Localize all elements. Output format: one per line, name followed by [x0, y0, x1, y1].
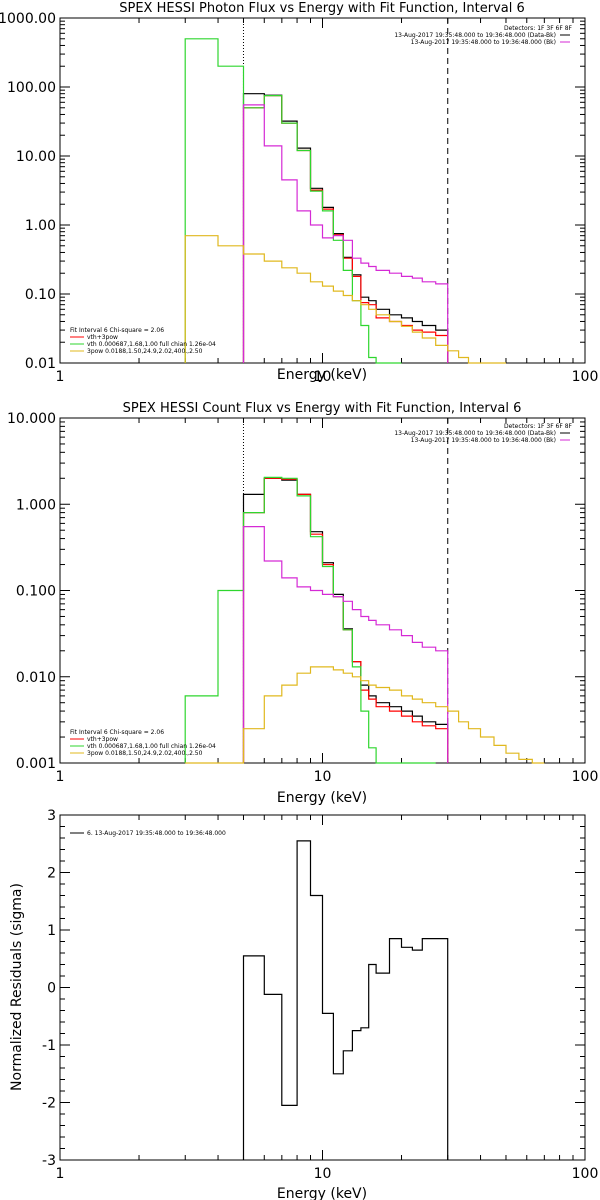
data-interval-text: 13-Aug-2017 19:35:48.000 to 19:36:48.000… [394, 32, 556, 39]
series-green-line [184, 38, 402, 364]
detectors-text: Detectors: 1F 3F 6F 8F [504, 423, 573, 430]
ref-lines [242, 418, 449, 763]
y-tick-label: 1 [47, 923, 56, 939]
x-tick-label: 1 [56, 369, 65, 385]
residual-legend-label: 6. 13-Aug-2017 19:35:48.000 to 19:36:48.… [87, 830, 226, 837]
x-ticks: 1 10 100 [56, 815, 599, 1182]
y-tick-label: 1000.00 [0, 11, 56, 27]
fit-legend: Fit Interval 6 Chi-square = 2.06 vth+3po… [70, 327, 216, 355]
x-tick-label: 10 [314, 1166, 332, 1182]
series-black-line [242, 93, 449, 363]
x-ticks: 1 10 100 [56, 18, 599, 385]
x-tick-label: 100 [572, 1166, 599, 1182]
x-tick-label: 100 [572, 369, 599, 385]
series-black-line [242, 477, 449, 763]
residual-legend: 6. 13-Aug-2017 19:35:48.000 to 19:36:48.… [70, 830, 226, 837]
series-green-line [184, 476, 436, 764]
x-axis-label: Energy (keV) [277, 790, 367, 806]
y-tick-label: 0.001 [16, 756, 56, 772]
y-tick-label: 0.10 [25, 287, 56, 303]
data-interval-text: 13-Aug-2017 19:35:48.000 to 19:36:48.000… [394, 430, 556, 437]
series-red-line [242, 477, 449, 763]
x-tick-label: 1 [56, 769, 65, 785]
y-tick-label: -1 [42, 1038, 56, 1054]
detector-info: Detectors: 1F 3F 6F 8F 13-Aug-2017 19:35… [394, 423, 572, 444]
y-tick-label: 100.00 [7, 80, 56, 96]
x-tick-label: 100 [572, 769, 599, 785]
detector-info: Detectors: 1F 3F 6F 8F 13-Aug-2017 19:35… [394, 25, 572, 46]
fit-legend: Fit Interval 6 Chi-square = 2.06 vth+3po… [70, 729, 216, 757]
y-ticks: 0.01 0.10 1.00 10.00 100.00 1000.00 [0, 11, 585, 372]
y-axis-label: Normalized Residuals (sigma) [9, 883, 25, 1091]
count-flux-panel: SPEX HESSI Count Flux vs Energy with Fit… [7, 401, 598, 806]
y-tick-label: 3 [47, 808, 56, 824]
chart-title: SPEX HESSI Photon Flux vs Energy with Fi… [119, 1, 525, 16]
series-gold-line [185, 666, 545, 764]
series-red-line [242, 95, 449, 363]
y-tick-label: 1.00 [25, 218, 56, 234]
y-tick-label: 0.010 [16, 670, 56, 686]
fit-legend-header: Fit Interval 6 Chi-square = 2.06 [70, 729, 164, 736]
bk-interval-text: 13-Aug-2017 19:35:48.000 to 19:36:48.000… [411, 39, 556, 46]
series-black-line [242, 840, 449, 1160]
series-lines [184, 476, 545, 764]
fit-item-label: vth+3pow [87, 334, 118, 341]
fit-item-label: 3pow 0.0188,1.50,24.9,2.02,400.,2.50 [87, 750, 203, 757]
y-tick-label: 10.00 [16, 149, 56, 165]
fit-legend-header: Fit Interval 6 Chi-square = 2.06 [70, 327, 164, 334]
y-tick-label: 0.01 [25, 356, 56, 372]
y-ticks: -3 -2 -1 0 1 2 3 [42, 808, 585, 1169]
bk-interval-text: 13-Aug-2017 19:35:48.000 to 19:36:48.000… [411, 437, 556, 444]
x-tick-label: 10 [314, 769, 332, 785]
y-tick-label: 1.000 [16, 497, 56, 513]
series-lines [184, 38, 506, 364]
detectors-text: Detectors: 1F 3F 6F 8F [504, 25, 573, 32]
fit-item-label: vth 0.000687,1.68,1.00 full chian 1.26e-… [87, 743, 216, 750]
y-tick-label: 0 [47, 981, 56, 997]
y-tick-label: -2 [42, 1096, 56, 1112]
x-axis-label: Energy (keV) [277, 367, 367, 383]
photon-flux-panel: SPEX HESSI Photon Flux vs Energy with Fi… [0, 1, 598, 385]
y-tick-label: -3 [42, 1153, 56, 1169]
y-ticks: 0.001 0.010 0.100 1.000 10.000 [7, 411, 585, 772]
x-tick-label: 10 [314, 369, 332, 385]
chart-title: SPEX HESSI Count Flux vs Energy with Fit… [123, 401, 522, 416]
residuals-panel: 1 10 100 -3 -2 -1 0 1 2 3 Energy (keV) Normalize… [9, 808, 598, 1200]
series-magenta-line [242, 104, 449, 363]
series-gold-line [184, 235, 506, 364]
fit-item-label: vth+3pow [87, 736, 118, 743]
y-tick-label: 10.000 [7, 411, 56, 427]
y-tick-label: 2 [47, 866, 56, 882]
series-magenta-line [242, 526, 449, 763]
ref-lines [242, 18, 449, 363]
series-lines [242, 840, 449, 1160]
y-tick-label: 0.100 [16, 584, 56, 600]
x-axis-label: Energy (keV) [277, 1186, 367, 1200]
fit-item-label: vth 0.000687,1.68,1.00 full chian 1.26e-… [87, 341, 216, 348]
fit-item-label: 3pow 0.0188,1.50,24.9,2.02,400.,2.50 [87, 348, 203, 355]
x-tick-label: 1 [56, 1166, 65, 1182]
